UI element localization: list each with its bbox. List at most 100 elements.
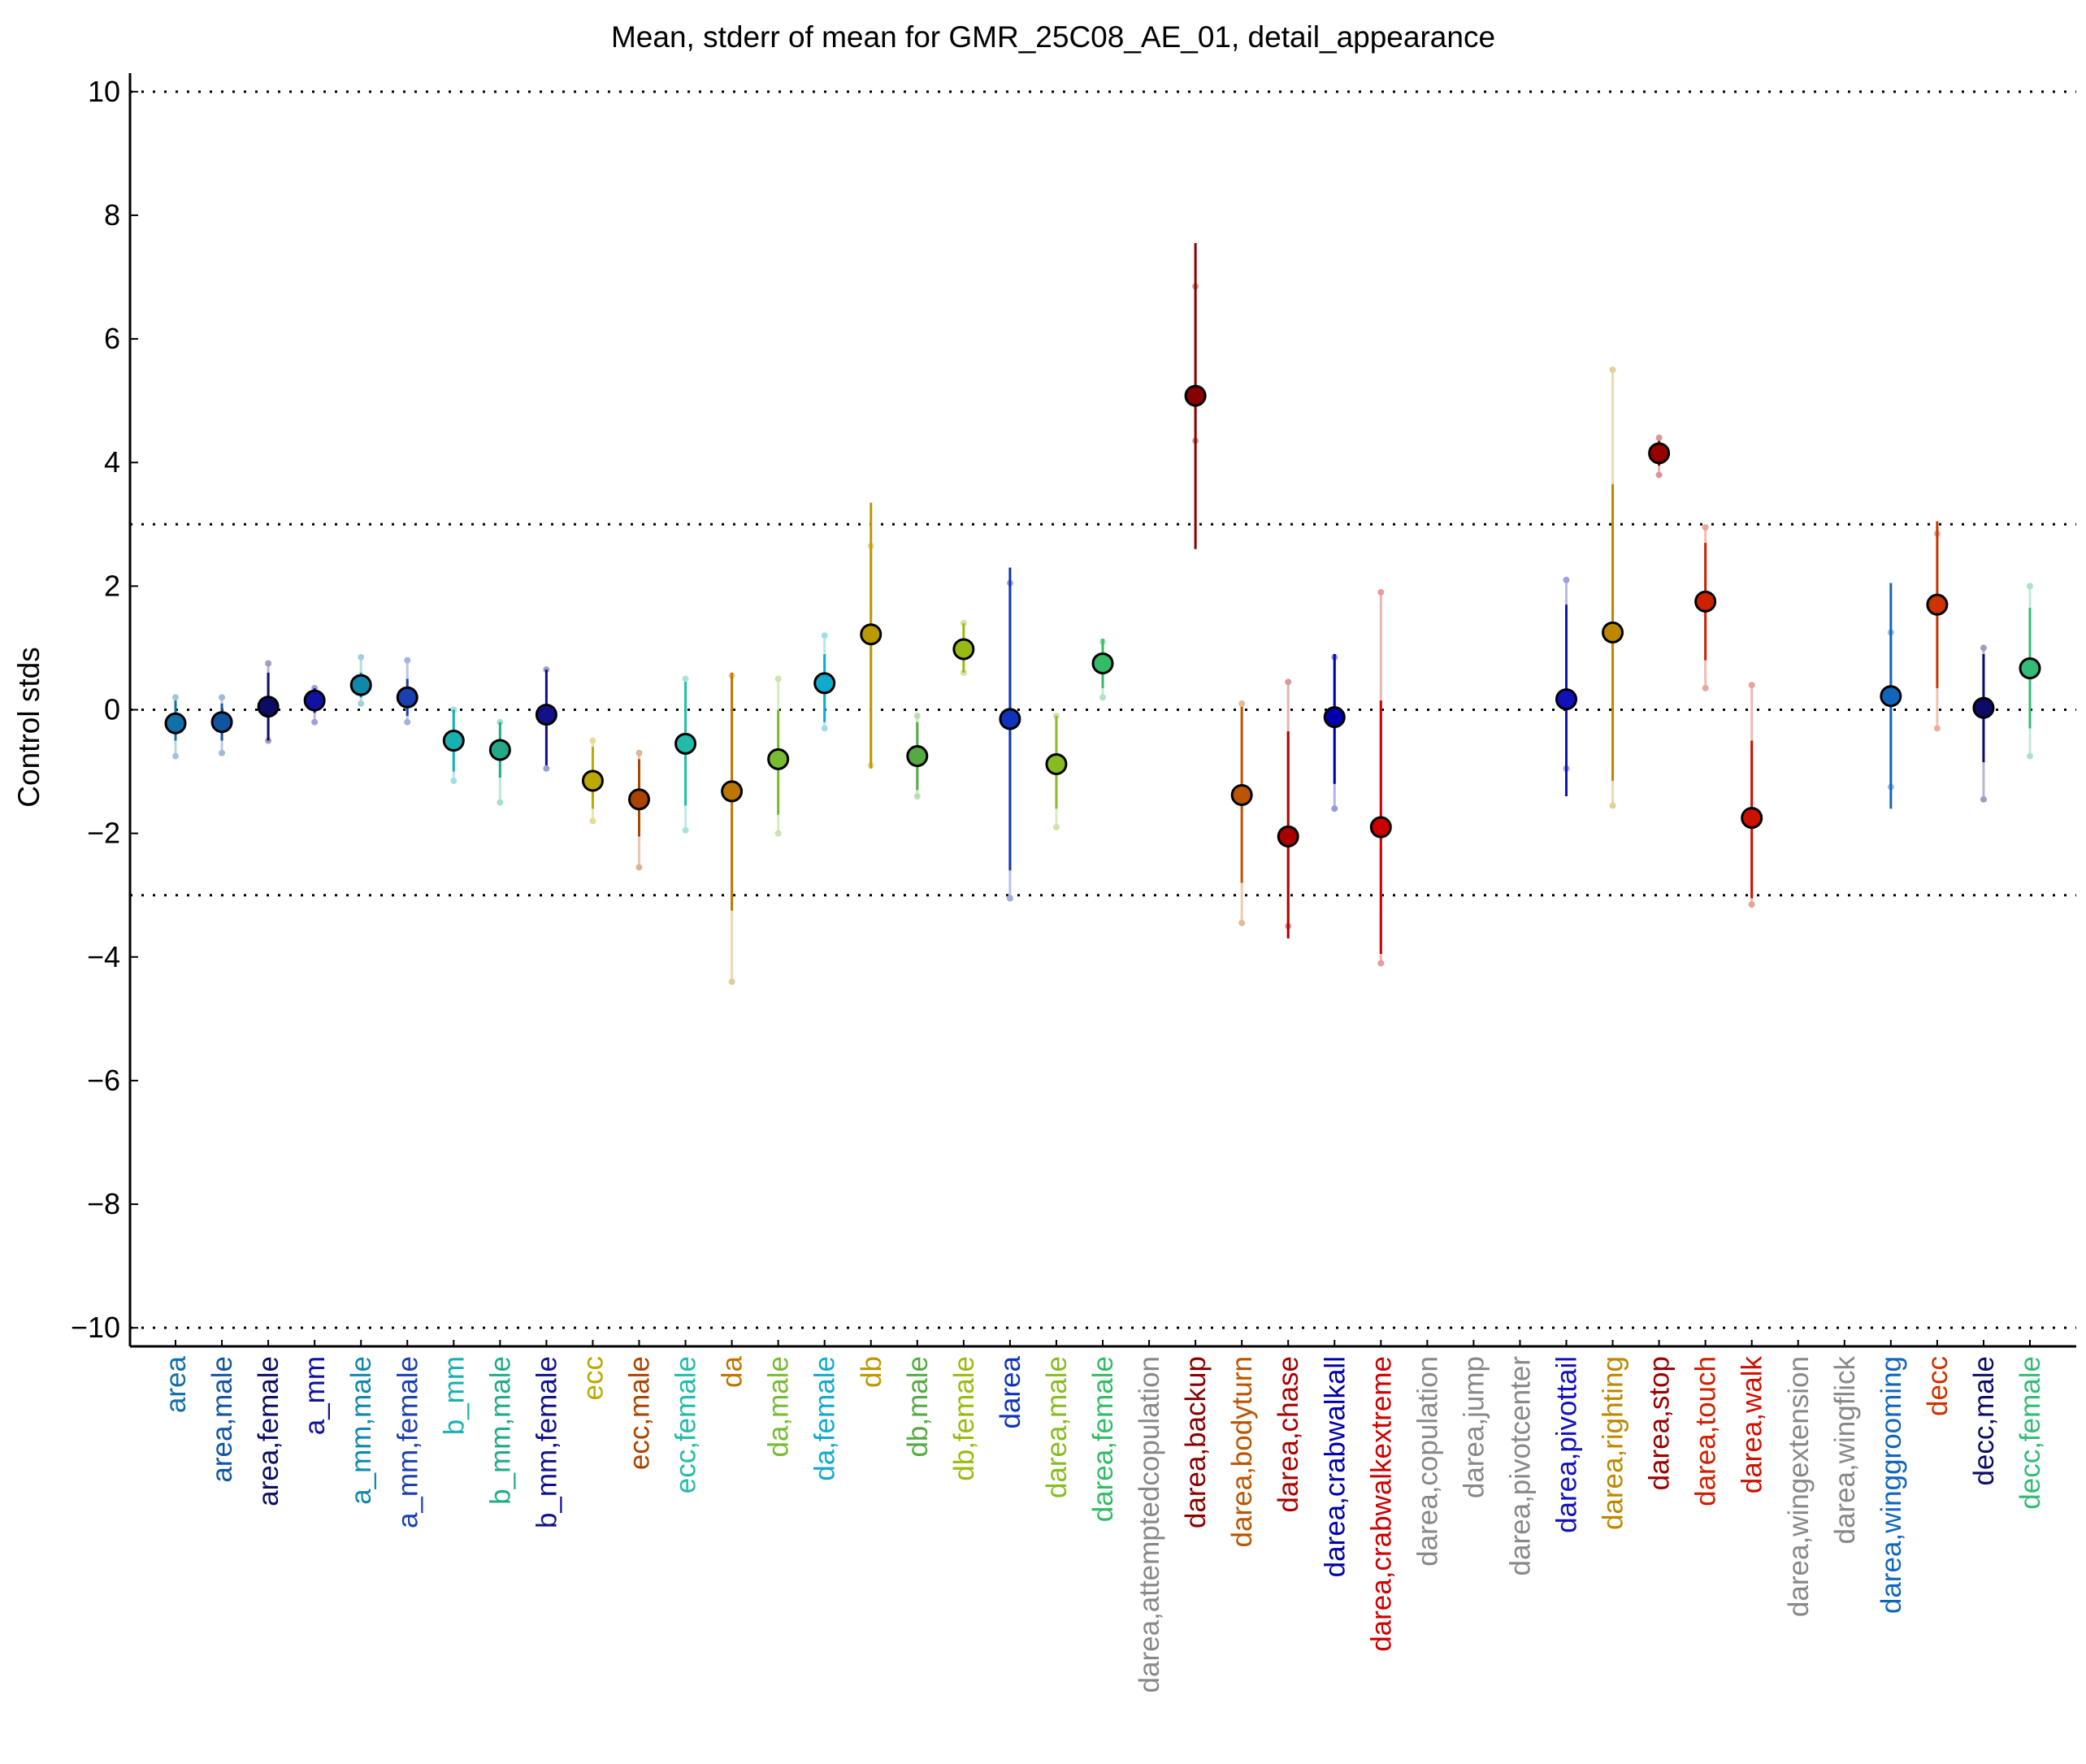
data-point-group bbox=[1091, 638, 1114, 701]
range-end-high bbox=[1702, 524, 1709, 531]
data-point-group bbox=[349, 653, 372, 707]
range-end-low bbox=[1748, 901, 1755, 908]
range-end-high bbox=[1377, 588, 1385, 596]
range-end-low bbox=[589, 817, 596, 825]
range-end-low bbox=[913, 792, 921, 800]
range-end-low bbox=[2027, 752, 2033, 760]
range-end-low bbox=[358, 700, 365, 707]
x-tick-label: darea,female bbox=[1087, 1356, 1119, 1522]
mean-point bbox=[906, 745, 929, 768]
data-point-group bbox=[442, 706, 465, 784]
x-tick-label: db,female bbox=[948, 1356, 980, 1481]
range-end-high bbox=[2027, 583, 2033, 590]
range-end-low bbox=[1980, 795, 1987, 803]
mean-point bbox=[1880, 685, 1902, 708]
range-end-high bbox=[1563, 576, 1570, 583]
x-tick-label: darea bbox=[995, 1355, 1026, 1428]
x-axis-labels: area area,male area,female a_mm a_mm,male a_m… bbox=[160, 1340, 2046, 1692]
x-tick-label: a_mm bbox=[299, 1356, 331, 1435]
data-point-group bbox=[1926, 521, 1949, 732]
mean-point bbox=[628, 788, 650, 811]
data-point-group bbox=[303, 684, 326, 726]
x-tick-label: darea,crabwalkall bbox=[1319, 1356, 1351, 1577]
range-end-low bbox=[1609, 802, 1616, 809]
x-tick-label: area,male bbox=[206, 1356, 238, 1483]
data-point-group bbox=[1230, 700, 1253, 926]
data-point-group bbox=[674, 675, 697, 834]
range-end-high bbox=[821, 632, 828, 639]
range-end-low bbox=[543, 765, 550, 772]
data-point-group bbox=[2019, 583, 2041, 760]
range-end-low bbox=[821, 725, 828, 732]
range-end-high bbox=[1655, 434, 1663, 441]
mean-point bbox=[1230, 783, 1253, 806]
range-end-low bbox=[404, 718, 411, 726]
x-tick-label: darea,jump bbox=[1458, 1356, 1490, 1498]
mean-point bbox=[581, 769, 604, 792]
range-end-low bbox=[635, 864, 643, 871]
y-tick-label: −2 bbox=[87, 817, 120, 850]
data-point-group bbox=[257, 660, 280, 744]
mean-point bbox=[1045, 752, 1068, 775]
mean-point bbox=[1694, 590, 1717, 613]
y-tick-label: 4 bbox=[104, 445, 120, 479]
x-tick-label: darea,walk bbox=[1737, 1356, 1768, 1494]
y-tick-label: 10 bbox=[88, 75, 120, 108]
range-end-low bbox=[1006, 895, 1013, 902]
data-point-group bbox=[1741, 682, 1763, 908]
data-point-group bbox=[396, 657, 419, 726]
data-point-group bbox=[1277, 678, 1299, 938]
data-point-group bbox=[1972, 644, 1995, 803]
mean-point bbox=[488, 739, 511, 761]
x-tick-label: darea,stop bbox=[1644, 1356, 1676, 1490]
data-point-group bbox=[906, 713, 929, 800]
x-tick-label: darea,touch bbox=[1690, 1356, 1722, 1506]
range-end-low bbox=[1238, 919, 1246, 926]
mean-point bbox=[349, 674, 372, 696]
x-tick-label: darea,winggrooming bbox=[1876, 1356, 1907, 1614]
data-point-group bbox=[535, 666, 557, 772]
x-tick-label: darea,righting bbox=[1598, 1356, 1629, 1530]
x-tick-label: b_mm,female bbox=[531, 1356, 562, 1528]
data-point-group bbox=[813, 632, 836, 732]
range-end-high bbox=[1238, 700, 1246, 707]
data-point-group bbox=[1555, 576, 1577, 796]
x-tick-label: db,male bbox=[902, 1356, 934, 1458]
data-point-group bbox=[1184, 243, 1207, 549]
range-end-high bbox=[404, 657, 411, 664]
range-end-high bbox=[1980, 644, 1987, 652]
range-end-low bbox=[1933, 725, 1941, 732]
range-end-high bbox=[1285, 678, 1292, 686]
data-point-group bbox=[1880, 583, 1902, 809]
range-end-low bbox=[450, 777, 458, 784]
y-tick-label: −4 bbox=[87, 940, 120, 973]
x-tick-label: area,female bbox=[253, 1356, 284, 1506]
data-point-group bbox=[1694, 524, 1717, 691]
mean-point bbox=[535, 704, 557, 726]
x-tick-label: a_mm,male bbox=[345, 1356, 377, 1505]
data-point-group bbox=[1323, 653, 1346, 813]
range-end-low bbox=[497, 799, 504, 806]
mean-point bbox=[952, 638, 975, 661]
range-end-low bbox=[1099, 694, 1106, 701]
mean-point bbox=[1555, 688, 1577, 711]
data-marks bbox=[164, 243, 2041, 986]
mean-point bbox=[1369, 816, 1392, 839]
range-end-low bbox=[1331, 805, 1338, 813]
mean-point bbox=[1972, 696, 1995, 719]
data-point-group bbox=[488, 718, 511, 806]
data-point-group bbox=[1045, 713, 1068, 831]
range-end-high bbox=[913, 713, 921, 720]
data-point-group bbox=[628, 749, 650, 871]
mean-point bbox=[1926, 593, 1949, 616]
mean-point bbox=[674, 732, 697, 755]
data-point-group bbox=[210, 694, 233, 756]
data-point-group bbox=[952, 620, 975, 676]
x-tick-label: darea,male bbox=[1041, 1356, 1073, 1498]
x-tick-label: darea,attemptedcopulation bbox=[1134, 1356, 1165, 1692]
range-end-low bbox=[774, 830, 782, 837]
data-point-group bbox=[581, 737, 604, 825]
range-end-high bbox=[1748, 682, 1755, 689]
mean-point bbox=[257, 696, 280, 718]
data-point-group bbox=[1602, 366, 1624, 809]
